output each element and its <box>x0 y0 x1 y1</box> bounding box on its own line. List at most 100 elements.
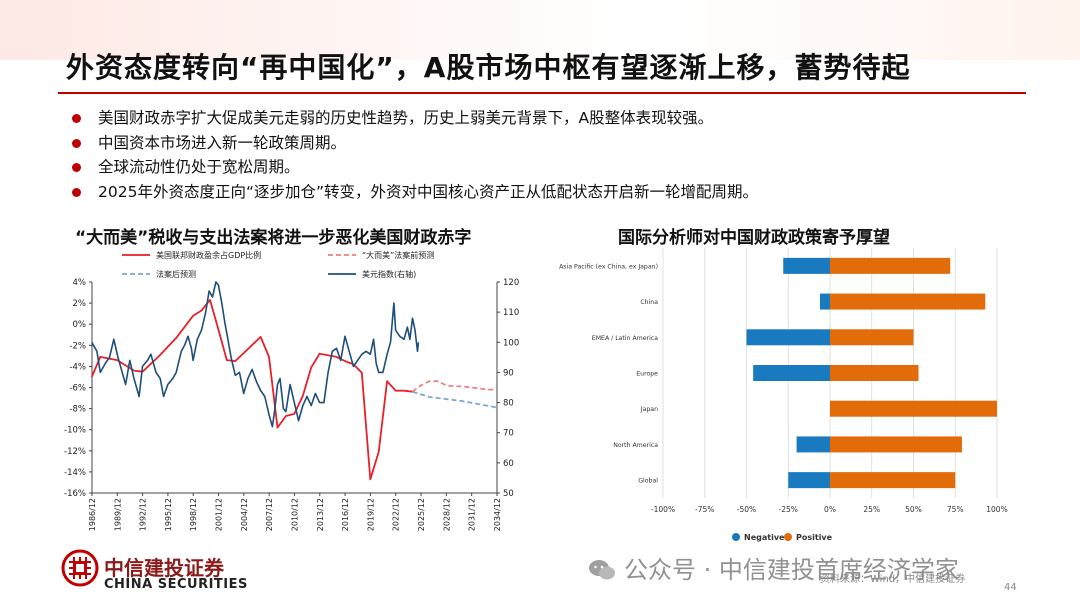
bar-negative <box>753 365 830 381</box>
bullet-text: 全球流动性仍处于宽松周期。 <box>98 158 300 176</box>
x-tick-label: 2025/12 <box>417 498 426 531</box>
category-label: Global <box>638 478 658 485</box>
x-tick-label: 0% <box>824 505 836 514</box>
left-y-tick-label: 4% <box>73 278 87 288</box>
x-tick-label: 1986/12 <box>88 498 97 531</box>
legend-marker <box>732 533 740 541</box>
bar-positive <box>830 472 956 489</box>
x-tick-label: -25% <box>779 505 798 514</box>
x-tick-label: 1998/12 <box>189 498 198 531</box>
series-line-1 <box>411 380 497 393</box>
x-tick-label: 1995/12 <box>164 498 173 531</box>
category-label: North America <box>613 442 658 449</box>
category-label: China <box>640 299 658 306</box>
legend-label: 美国联邦财政盈余占GDP比例 <box>156 250 261 260</box>
category-label: EMEA / Latin America <box>592 335 658 342</box>
analyst-expectation-bar-chart: -100% -75% -50% -25% 0% 25% 50% 75% 100% Asia Pac… <box>559 248 1008 542</box>
right-y-tick-label: 80 <box>503 399 514 409</box>
bar-negative <box>746 329 830 346</box>
x-tick-label: 1992/12 <box>139 498 148 531</box>
bullet-item: 中国资本市场进入新一轮政策周期。 <box>72 131 1032 156</box>
x-tick-label: -50% <box>737 505 756 514</box>
right-y-tick-label: 110 <box>503 308 519 318</box>
bullet-item: 2025年外资态度正向“逐步加仓”转变，外资对中国核心资产正从低配状态开启新一轮… <box>72 180 1032 205</box>
category-label: Asia Pacific (ex China, ex Japan) <box>559 263 658 270</box>
x-tick-label: 2010/12 <box>290 498 299 531</box>
x-tick-label: 2028/12 <box>442 498 451 531</box>
right-chart-title: 国际分析师对中国财政政策寄予厚望 <box>618 228 890 248</box>
bullet-list: 美国财政赤字扩大促成美元走弱的历史性趋势，历史上弱美元背景下，A股整体表现较强。… <box>72 106 1032 204</box>
x-tick-label: 2016/12 <box>341 498 350 531</box>
left-y-tick-label: -2% <box>69 341 86 351</box>
x-tick-label: 75% <box>947 505 964 514</box>
left-y-tick-label: -4% <box>69 362 86 372</box>
right-y-tick-label: 100 <box>503 338 519 348</box>
page-number: 44 <box>1004 582 1017 593</box>
category-label: Japan <box>640 406 658 413</box>
right-y-tick-label: 70 <box>503 429 514 439</box>
deficit-dxy-line-chart: 4% 2% 0% -2% -4% -6% -8% -10% -12% -14% -16% 120 110… <box>64 250 519 531</box>
wechat-icon <box>589 560 615 580</box>
bar-positive <box>830 257 951 274</box>
bullet-item: 美国财政赤字扩大促成美元走弱的历史性趋势，历史上弱美元背景下，A股整体表现较强。 <box>72 106 1032 131</box>
company-logo: 中信建投证券 CHINA SECURITIES <box>60 548 247 592</box>
x-tick-label: 1989/12 <box>113 498 122 531</box>
bar-negative <box>819 293 830 310</box>
bar-positive <box>830 293 986 310</box>
bullet-dot-icon <box>72 163 81 172</box>
x-tick-label: 25% <box>863 505 880 514</box>
bullet-dot-icon <box>72 187 81 197</box>
watermark-text: 公众号 · 中信建投首席经济学家 <box>624 556 959 584</box>
left-chart-title: “大而美”税收与支出法案将进一步恶化美国财政赤字 <box>75 228 472 248</box>
legend-marker <box>784 533 792 541</box>
bar-negative <box>796 436 830 453</box>
x-tick-label: 2019/12 <box>366 498 375 531</box>
legend-label: 美元指数(右轴) <box>362 269 416 279</box>
bar-negative <box>783 257 830 274</box>
bar-positive <box>830 329 914 346</box>
left-y-tick-label: -14% <box>64 468 86 478</box>
right-y-tick-label: 60 <box>503 459 514 469</box>
left-y-tick-label: 2% <box>73 299 87 309</box>
bullet-dot-icon <box>72 138 81 148</box>
bullet-item: 全球流动性仍处于宽松周期。 <box>72 155 1032 180</box>
left-y-tick-label: -16% <box>64 489 86 499</box>
logo-english-name: CHINA SECURITIES <box>104 577 248 592</box>
x-tick-label: 100% <box>986 505 1007 514</box>
x-tick-label: 2013/12 <box>316 498 325 531</box>
bar-positive <box>830 436 962 453</box>
left-y-tick-label: -8% <box>69 405 86 415</box>
x-tick-label: -75% <box>695 505 714 514</box>
x-tick-label: 50% <box>905 505 922 514</box>
category-label: Europe <box>636 371 658 378</box>
bar-positive <box>830 365 919 381</box>
left-y-tick-label: -10% <box>64 426 86 436</box>
bullet-text: 中国资本市场进入新一轮政策周期。 <box>98 133 347 152</box>
x-tick-label: 2034/12 <box>493 498 502 531</box>
title-divider <box>58 92 1026 94</box>
left-y-tick-label: -6% <box>69 384 86 394</box>
left-y-tick-label: -12% <box>64 447 86 457</box>
logo-chinese-name: 中信建投证券 <box>104 556 224 580</box>
right-y-tick-label: 50 <box>503 489 514 499</box>
bar-negative <box>788 472 830 489</box>
x-tick-label: 2004/12 <box>240 498 249 531</box>
bullet-dot-icon <box>72 114 81 123</box>
x-tick-label: 2001/12 <box>215 498 224 531</box>
page-title: 外资态度转向“再中国化”，A股市场中枢有望逐渐上移，蓄势待起 <box>66 51 911 84</box>
series-line-2 <box>412 390 497 409</box>
header-background <box>0 0 1080 60</box>
series-line-0 <box>90 299 413 481</box>
x-tick-label: 2031/12 <box>468 498 477 531</box>
legend-label: Positive <box>796 533 833 542</box>
x-tick-label: 2022/12 <box>392 498 401 531</box>
company-logo-icon <box>61 549 99 587</box>
legend-label: 法案后预测 <box>156 269 196 279</box>
data-source: 资料来源：Wind，中信建投证券 <box>820 574 966 585</box>
left-y-tick-label: 0% <box>73 320 87 330</box>
right-y-tick-label: 90 <box>503 368 514 378</box>
legend-label: “大而美”法案前预测 <box>362 250 434 260</box>
bar-positive <box>830 400 997 417</box>
legend-label: Negative <box>744 533 785 542</box>
x-tick-label: -100% <box>651 505 675 514</box>
